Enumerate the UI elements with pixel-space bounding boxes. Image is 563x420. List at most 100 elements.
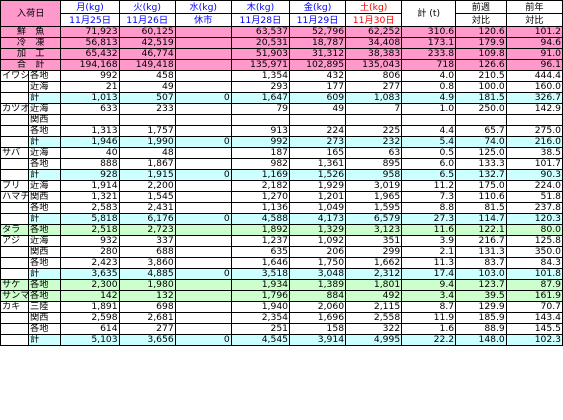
- fish-name-cell: タラ: [0, 224, 30, 236]
- value-cell: 79: [230, 103, 291, 115]
- table-row: 各地 614 277 251 158 322 1.6 88.9 145.5: [0, 323, 563, 335]
- value-cell: 1.6: [401, 323, 457, 335]
- date-cell: 11月30日: [345, 13, 403, 27]
- value-cell: 39.5: [455, 290, 507, 302]
- date-cell: 11月25日: [60, 13, 120, 27]
- value-cell: 6.0: [401, 158, 457, 170]
- value-cell: 277: [345, 81, 403, 93]
- value-cell: 322: [345, 323, 403, 335]
- value-cell: 0.5: [401, 147, 457, 159]
- value-cell: 280: [60, 246, 120, 258]
- value-cell: [174, 290, 232, 302]
- value-cell: 1,662: [345, 257, 403, 269]
- date-cell: 休市: [174, 13, 232, 27]
- arrival-date-header: 入荷日: [0, 0, 62, 27]
- origin-cell: 各地: [28, 125, 62, 137]
- fish-name-cell: ハマチ: [0, 191, 30, 203]
- value-cell: 250.0: [455, 103, 507, 115]
- value-cell: 91.0: [505, 48, 563, 60]
- table-row: サンマ 各地 142 132 1,796 884 492 3.4 39.5 161.9: [0, 290, 563, 302]
- value-cell: 88.9: [455, 323, 507, 335]
- value-cell: 145.5: [505, 323, 563, 335]
- fish-name-cell: [0, 268, 30, 280]
- day-label: 木(kg): [246, 1, 275, 13]
- value-cell: 1.0: [401, 103, 457, 115]
- value-cell: 125.0: [455, 147, 507, 159]
- summary-label: 加 工: [0, 48, 62, 60]
- value-cell: 148.0: [455, 334, 507, 346]
- value-cell: 913: [230, 125, 291, 137]
- value-cell: 299: [345, 246, 403, 258]
- value-cell: 3,635: [60, 268, 120, 280]
- fish-name-cell: [0, 125, 30, 137]
- value-cell: 4,885: [118, 268, 176, 280]
- value-cell: 63,537: [230, 26, 291, 38]
- value-cell: 6.5: [401, 169, 457, 181]
- value-cell: 492: [345, 290, 403, 302]
- value-cell: 326.7: [505, 92, 563, 104]
- value-cell: 350.0: [505, 246, 563, 258]
- value-cell: 70.7: [505, 301, 563, 313]
- summary-row: 鮮 魚 71,923 60,125 63,537 52,796 62,252 310.6 12…: [0, 26, 563, 38]
- value-cell: 1,914: [60, 180, 120, 192]
- value-cell: 2,583: [60, 202, 120, 214]
- table-row: 各地 1,313 1,757 913 224 225 4.4 65.7 275.0: [0, 125, 563, 137]
- value-cell: [174, 323, 232, 335]
- value-cell: [60, 114, 120, 126]
- value-cell: 52,796: [289, 26, 347, 38]
- value-cell: 65.7: [455, 125, 507, 137]
- value-cell: 194,168: [60, 59, 120, 71]
- value-cell: 110.6: [455, 191, 507, 203]
- fish-rows-section: イワシ 各地 992 458 1,354 432 806 4.0 210.5 444.4 近海 21 4…: [0, 70, 563, 346]
- value-cell: 1,940: [230, 301, 291, 313]
- value-cell: 635: [230, 246, 291, 258]
- value-cell: 1,801: [345, 279, 403, 291]
- fish-name-cell: [0, 158, 30, 170]
- value-cell: [118, 114, 176, 126]
- table-row: サケ 各地 2,300 1,980 1,934 1,389 1,801 9.4 123.7 87.…: [0, 279, 563, 291]
- date-label: 11月29日: [296, 14, 339, 26]
- value-cell: 101.8: [505, 268, 563, 280]
- value-cell: 2,200: [118, 180, 176, 192]
- value-cell: 102.3: [505, 334, 563, 346]
- value-cell: 1,980: [118, 279, 176, 291]
- value-cell: 51,903: [230, 48, 291, 60]
- value-cell: 71,923: [60, 26, 120, 38]
- value-cell: 0: [174, 334, 232, 346]
- summary-row: 加 工 65,432 46,774 51,903 31,312 38,383 233.8 10…: [0, 48, 563, 60]
- value-cell: 4,173: [289, 213, 347, 225]
- value-cell: 3.9: [401, 235, 457, 247]
- value-cell: 126.6: [455, 59, 507, 71]
- value-cell: 237.8: [505, 202, 563, 214]
- subtotal-row: 計 5,818 6,176 0 4,588 4,173 6,579 27.3 114.7 120.…: [0, 213, 563, 225]
- value-cell: 11.9: [401, 312, 457, 324]
- value-cell: 2,300: [60, 279, 120, 291]
- origin-cell: 計: [28, 169, 62, 181]
- value-cell: 1,169: [230, 169, 291, 181]
- value-cell: [174, 246, 232, 258]
- value-cell: 2,558: [345, 312, 403, 324]
- day-header-tue: 火(kg): [118, 0, 176, 14]
- value-cell: 181.5: [455, 92, 507, 104]
- origin-cell: 各地: [28, 290, 62, 302]
- value-cell: 2.1: [401, 246, 457, 258]
- value-cell: 120.3: [505, 213, 563, 225]
- value-cell: 2,060: [289, 301, 347, 313]
- value-cell: 1,354: [230, 70, 291, 82]
- value-cell: [174, 202, 232, 214]
- value-cell: 337: [118, 235, 176, 247]
- value-cell: 1,891: [60, 301, 120, 313]
- table-row: カツオ 近海 633 233 79 49 7 1.0 250.0 142.9: [0, 103, 563, 115]
- fish-name-cell: [0, 92, 30, 104]
- value-cell: 21: [60, 81, 120, 93]
- value-cell: 277: [118, 323, 176, 335]
- value-cell: [174, 312, 232, 324]
- value-cell: 129.9: [455, 301, 507, 313]
- table-row: 関西 280 688 635 206 299 2.1 131.3 350.0: [0, 246, 563, 258]
- value-cell: 133.3: [455, 158, 507, 170]
- value-cell: [174, 147, 232, 159]
- value-cell: 0: [174, 268, 232, 280]
- date-label: 11月26日: [126, 14, 169, 26]
- date-cell: 11月29日: [289, 13, 347, 27]
- subtotal-row: 計 3,635 4,885 0 3,518 3,048 2,312 17.4 103.0 101.…: [0, 268, 563, 280]
